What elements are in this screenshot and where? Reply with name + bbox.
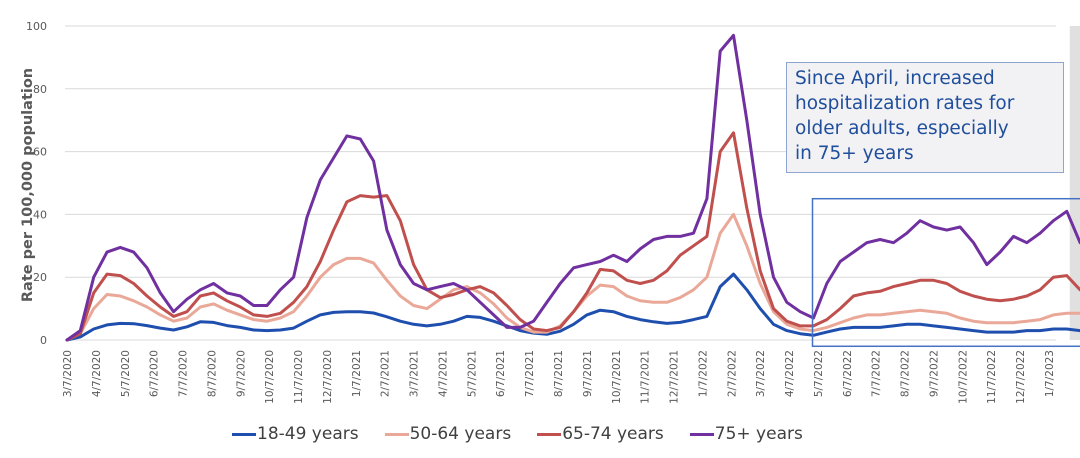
x-tick-label: 4/7/2022	[784, 350, 796, 397]
legend-label: 65-74 years	[562, 424, 664, 444]
legend-swatch	[384, 432, 409, 436]
legend-item-18-49: 18-49 years	[232, 424, 359, 444]
y-tick-label: 80	[33, 83, 47, 96]
x-tick-label: 5/7/2020	[120, 350, 132, 397]
legend-label: 75+ years	[714, 424, 803, 444]
annotation-line: in 75+ years	[795, 143, 914, 164]
x-tick-label: 3/7/2020	[62, 350, 74, 397]
x-tick-label: 11/7/2022	[986, 350, 998, 404]
x-tick-label: 8/7/2021	[553, 350, 565, 397]
shaded-incomplete-region	[1069, 26, 1080, 340]
x-tick-label: 4/7/2021	[437, 350, 449, 397]
series-line-75-years	[65, 33, 1080, 342]
x-axis-ticks: 3/7/2020 4/7/2020 5/7/2020 6/7/2020 7/7/2020…	[62, 350, 1056, 404]
legend-label: 18-49 years	[257, 424, 359, 444]
x-tick-label: 12/7/2020	[322, 350, 334, 404]
legend-swatch	[232, 432, 256, 436]
x-tick-label: 9/7/2021	[582, 350, 594, 397]
x-tick-label: 6/7/2022	[842, 350, 854, 397]
x-tick-label: 6/7/2021	[495, 350, 507, 397]
series-lines	[65, 33, 1080, 342]
annotation-line: Since April, increased	[795, 68, 995, 89]
highlight-rect	[811, 197, 1080, 348]
shaded-bar	[1069, 26, 1080, 340]
x-tick-label: 7/7/2020	[178, 350, 190, 397]
y-tick-label: 0	[40, 334, 47, 347]
x-tick-label: 10/7/2021	[611, 350, 623, 404]
annotation-line: hospitalization rates for	[795, 93, 1015, 114]
legend-item-50-64: 50-64 years	[384, 424, 512, 444]
legend-label: 50-64 years	[409, 424, 512, 444]
x-tick-label: 3/7/2021	[409, 350, 421, 397]
x-tick-label: 11/7/2021	[640, 350, 652, 404]
legend-swatch	[537, 432, 562, 436]
x-tick-label: 7/7/2022	[871, 350, 883, 397]
y-tick-label: 60	[33, 146, 47, 159]
x-tick-label: 4/7/2020	[91, 350, 103, 397]
x-tick-label: 5/7/2021	[466, 350, 478, 397]
legend-item-65-74: 65-74 years	[537, 424, 664, 444]
annotation-line: older adults, especially	[795, 118, 1009, 139]
y-axis-ticks: 0 20 40 60 80 100	[26, 20, 47, 347]
series-line-65-74-years	[65, 131, 1080, 342]
x-tick-label: 10/7/2022	[957, 350, 969, 404]
y-axis-label: Rate per 100,000 population	[20, 68, 36, 302]
x-tick-label: 12/7/2022	[1015, 350, 1027, 404]
x-tick-label: 8/7/2022	[900, 350, 912, 397]
y-tick-label: 20	[33, 271, 47, 284]
x-tick-label: 9/7/2022	[928, 350, 940, 397]
x-tick-label: 1/7/2022	[697, 350, 709, 397]
x-tick-label: 1/7/2023	[1044, 350, 1056, 397]
x-tick-label: 3/7/2022	[755, 350, 767, 397]
y-tick-label: 100	[26, 20, 47, 33]
y-tick-label: 40	[33, 208, 47, 221]
x-tick-label: 11/7/2020	[293, 350, 305, 404]
series-line-18-49-years	[65, 272, 1080, 342]
x-tick-label: 10/7/2020	[264, 350, 276, 404]
x-tick-label: 1/7/2021	[351, 350, 363, 397]
x-tick-label: 7/7/2021	[524, 350, 536, 397]
legend-swatch	[689, 432, 714, 436]
highlight-box	[811, 197, 1080, 348]
x-tick-label: 9/7/2020	[235, 350, 247, 397]
x-tick-label: 12/7/2021	[669, 350, 681, 404]
x-tick-label: 8/7/2020	[206, 350, 218, 397]
legend-item-75-plus: 75+ years	[689, 424, 803, 444]
legend: 18-49 years 50-64 years 65-74 years 75+ …	[232, 424, 803, 444]
x-tick-label: 2/7/2022	[726, 350, 738, 397]
x-tick-label: 2/7/2021	[380, 350, 392, 397]
x-tick-label: 6/7/2020	[149, 350, 161, 397]
x-tick-label: 5/7/2022	[813, 350, 825, 397]
annotation-callout: Since April, increased hospitalization r…	[786, 62, 1064, 173]
